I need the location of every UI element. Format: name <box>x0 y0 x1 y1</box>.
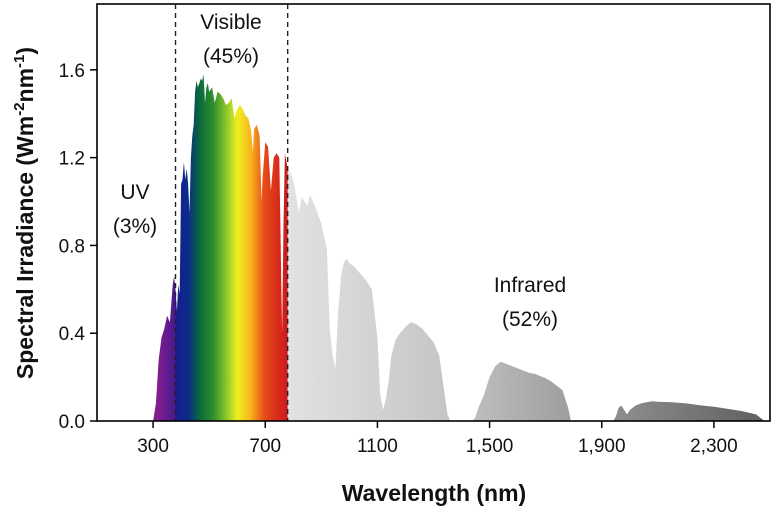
x-tick-label: 1100 <box>357 436 398 457</box>
infrared-spectrum-area <box>287 168 765 421</box>
axis-ticks: 300 700 1100 1,500 1,900 2,300 0.0 0.4 0.8 1.2 1.6 <box>59 61 738 457</box>
x-axis-title: Wavelength (nm) <box>342 480 526 506</box>
y-axis-title-sup-2: -1 <box>11 55 28 68</box>
x-tick-label: 1,500 <box>466 436 514 457</box>
x-tick-label: 1,900 <box>578 436 626 457</box>
visible-spectrum-area <box>175 74 288 421</box>
y-tick-label: 1.2 <box>59 149 85 170</box>
infrared-share-label: (52%) <box>502 308 558 331</box>
y-tick-label: 0.0 <box>59 412 85 433</box>
y-axis-title-part-1: Spectral Irradiance (Wm <box>12 116 38 379</box>
infrared-label: Infrared <box>494 274 566 297</box>
uv-label: UV <box>120 181 149 204</box>
plot-frame <box>96 3 771 422</box>
region-boundaries <box>174 4 289 421</box>
y-axis-title-sup-1: -2 <box>11 102 28 115</box>
x-tick-label: 2,300 <box>690 436 738 457</box>
y-tick-label: 0.4 <box>59 324 86 345</box>
y-tick-label: 1.6 <box>59 61 85 82</box>
visible-label: Visible <box>200 11 261 34</box>
y-axis-title: Spectral Irradiance (Wm-2nm-1) <box>11 47 38 379</box>
x-tick-label: 700 <box>249 436 281 457</box>
y-axis-title-part-2: nm <box>12 68 38 103</box>
spectrum-layer <box>153 74 765 421</box>
y-axis-title-part-3: ) <box>12 47 38 55</box>
uv-share-label: (3%) <box>113 215 157 238</box>
visible-share-label: (45%) <box>203 45 259 68</box>
uv-spectrum-area <box>153 276 176 421</box>
x-tick-label: 300 <box>137 436 169 457</box>
y-tick-label: 0.8 <box>59 236 85 257</box>
